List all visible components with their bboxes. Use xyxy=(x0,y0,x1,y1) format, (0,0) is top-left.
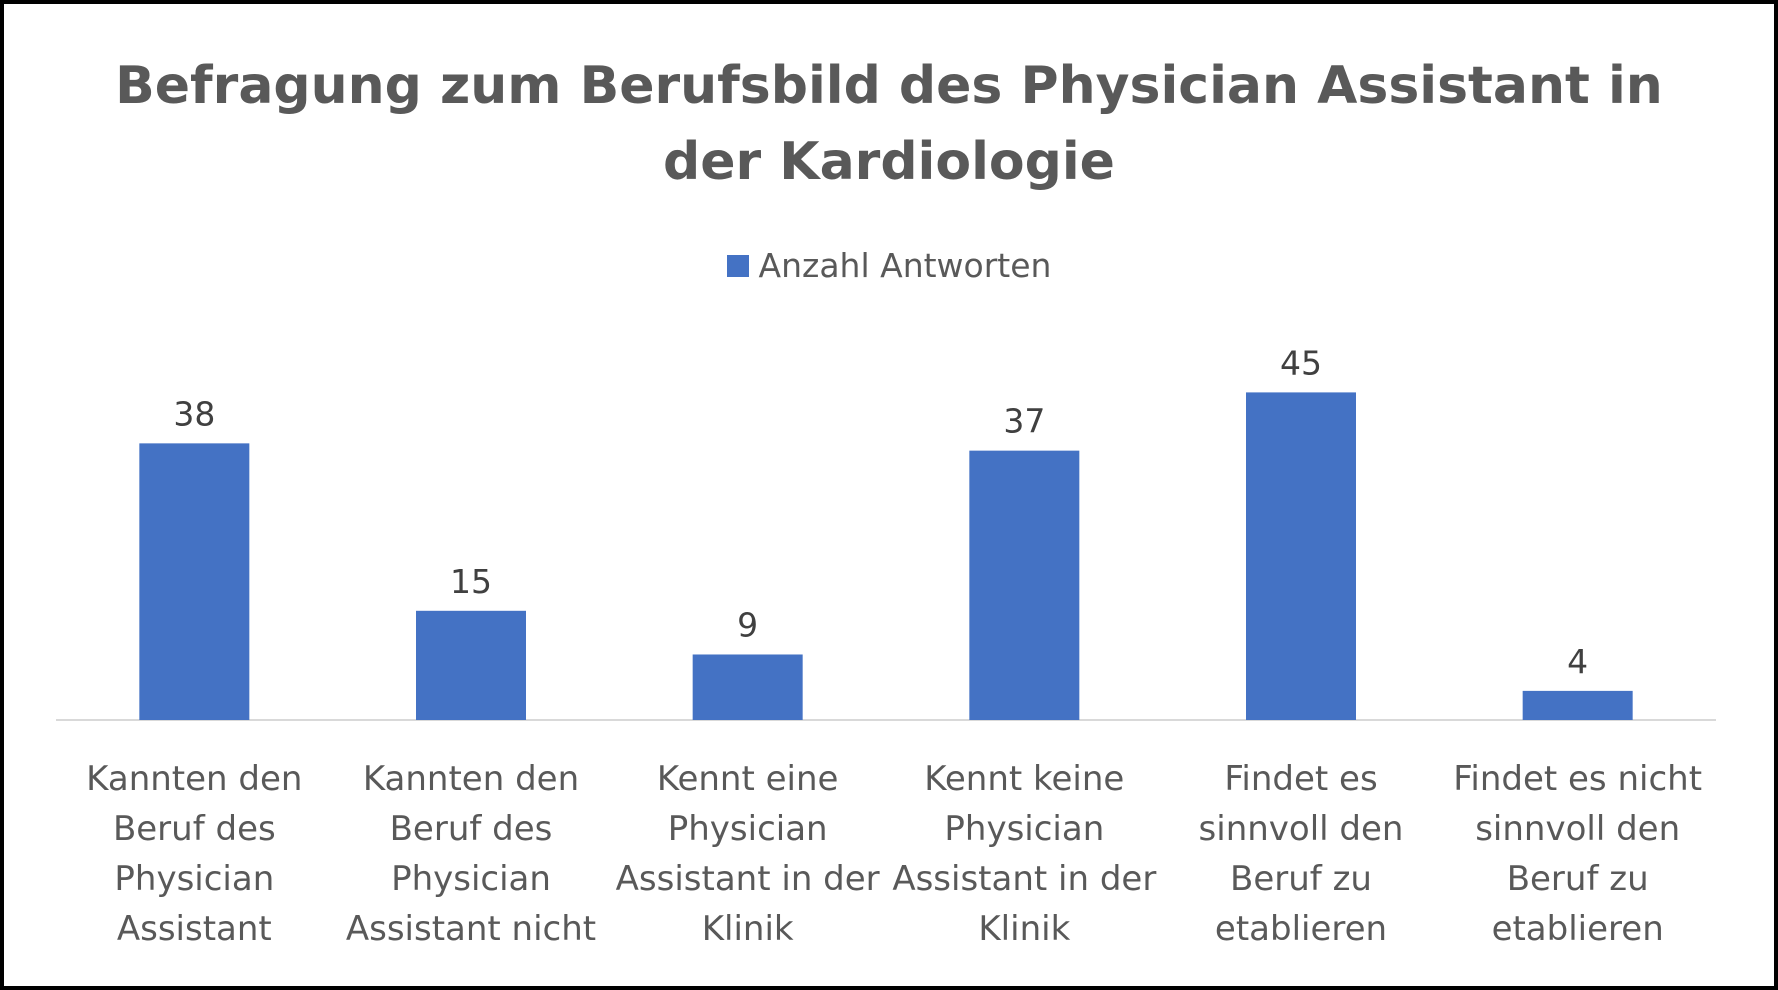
category-label-line: Physician xyxy=(668,809,828,849)
category-label-line: Findet es xyxy=(1224,759,1377,799)
category-label-line: Assistant nicht xyxy=(346,909,596,949)
category-label-line: Kannten den xyxy=(86,759,302,799)
category-label-line: sinnvoll den xyxy=(1199,809,1404,849)
category-label-5: Findet es sinnvoll den Beruf zu etablieren xyxy=(1199,759,1404,949)
chart-legend: Anzahl Antworten xyxy=(4,246,1774,285)
category-label-line: Klinik xyxy=(702,909,794,949)
chart-title: Befragung zum Berufsbild des Physician A… xyxy=(4,48,1774,200)
bar-6 xyxy=(1522,690,1633,720)
bar-4 xyxy=(969,450,1080,720)
bar-3 xyxy=(692,654,803,720)
category-label-line: Physician xyxy=(391,859,551,899)
category-label-line: Klinik xyxy=(978,909,1070,949)
legend-swatch xyxy=(726,254,749,277)
category-label-2: Kannten den Beruf des Physician Assistant n… xyxy=(346,759,596,949)
category-label-line: Kannten den xyxy=(363,759,579,799)
bar-value-label-2: 15 xyxy=(450,562,492,601)
category-label-line: Beruf zu xyxy=(1230,859,1372,899)
category-label-4: Kennt keine Physician Assistant in der Klin… xyxy=(892,759,1156,949)
chart-title-line-2: der Kardiologie xyxy=(663,132,1115,192)
chart-plot-area: 38 Kannten den Beruf des Physician Assistant… xyxy=(56,343,1716,949)
category-label-line: etablieren xyxy=(1492,909,1664,949)
category-label-line: Physician xyxy=(944,809,1104,849)
category-label-line: Assistant in der xyxy=(892,859,1156,899)
category-label-line: Beruf des xyxy=(390,809,553,849)
category-label-line: etablieren xyxy=(1215,909,1387,949)
bar-value-label-3: 9 xyxy=(737,605,758,644)
bar-value-label-6: 4 xyxy=(1567,642,1588,681)
bar-value-label-5: 45 xyxy=(1280,343,1322,382)
category-label-6: Findet es nicht sinnvoll den Beruf zu etabl… xyxy=(1453,759,1702,949)
bar-value-label-1: 38 xyxy=(173,394,215,433)
category-label-line: Findet es nicht xyxy=(1453,759,1702,799)
legend-label: Anzahl Antworten xyxy=(758,246,1052,285)
category-label-1: Kannten den Beruf des Physician Assistant xyxy=(86,759,302,949)
category-label-line: Beruf zu xyxy=(1507,859,1649,899)
category-label-line: Physician xyxy=(114,859,274,899)
category-label-line: Kennt keine xyxy=(924,759,1124,799)
bar-1 xyxy=(139,443,250,720)
bar-value-label-4: 37 xyxy=(1003,402,1045,441)
category-label-line: Beruf des xyxy=(113,809,276,849)
category-label-line: sinnvoll den xyxy=(1475,809,1680,849)
category-label-3: Kennt eine Physician Assistant in der Klini… xyxy=(616,759,880,949)
bar-5 xyxy=(1246,392,1356,720)
bar-2 xyxy=(416,610,526,720)
category-label-line: Kennt eine xyxy=(657,759,839,799)
category-label-line: Assistant xyxy=(117,909,272,949)
chart-frame: Befragung zum Berufsbild des Physician A… xyxy=(4,4,1774,986)
chart-title-line-1: Befragung zum Berufsbild des Physician A… xyxy=(115,56,1663,116)
category-label-line: Assistant in der xyxy=(616,859,880,899)
